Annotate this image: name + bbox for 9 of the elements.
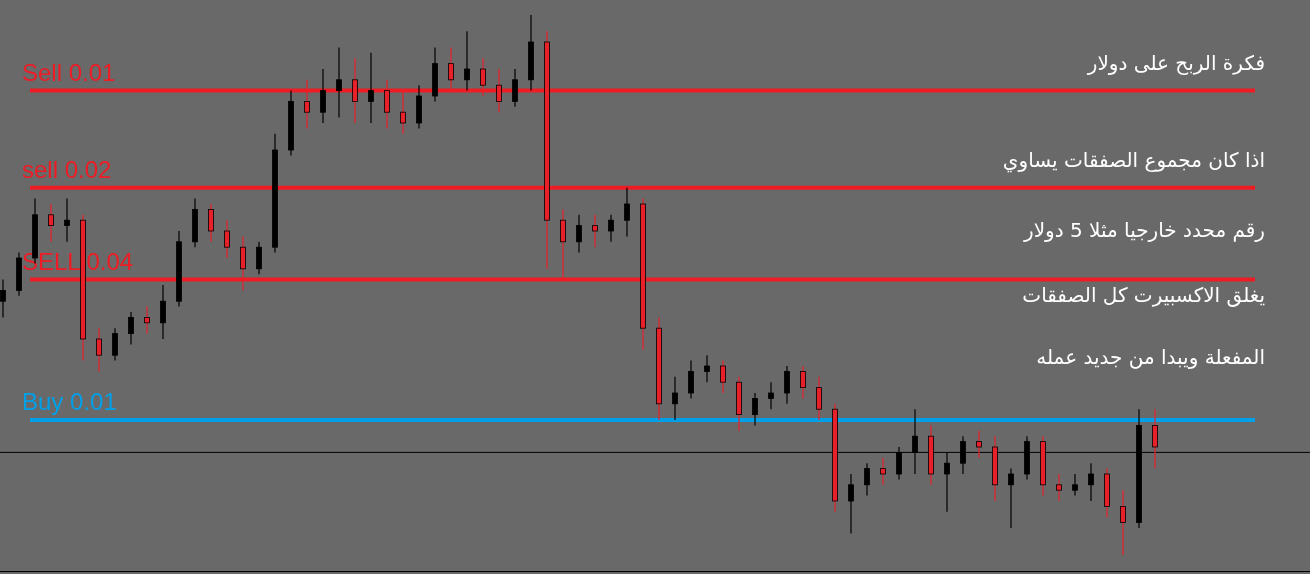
annotation: رقم محدد خارجيا مثلا 5 دولار — [1022, 218, 1265, 242]
ref-line-label: Sell 0.01 — [22, 58, 116, 86]
annotation: فكرة الربح على دولار — [1086, 51, 1265, 75]
annotation: يغلق الاكسبيرت كل الصفقات — [1022, 283, 1265, 307]
annotation: المفعلة ويبدا من جديد عمله — [1036, 345, 1265, 369]
ref-line-label: sell 0.02 — [22, 155, 112, 183]
ref-line-label: SELL 0.04 — [22, 247, 134, 275]
ref-line-label: Buy 0.01 — [22, 388, 117, 415]
annotation: اذا كان مجموع الصفقات يساوي — [1002, 148, 1265, 173]
